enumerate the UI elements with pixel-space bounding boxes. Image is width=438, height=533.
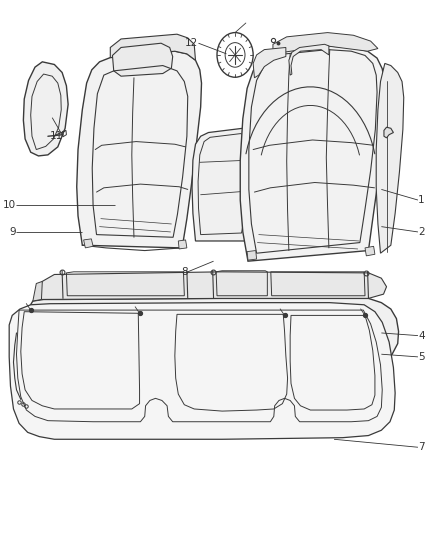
Polygon shape bbox=[113, 43, 173, 76]
Polygon shape bbox=[253, 47, 286, 78]
Text: 9: 9 bbox=[9, 227, 16, 237]
Polygon shape bbox=[192, 128, 258, 241]
Polygon shape bbox=[37, 272, 386, 300]
Polygon shape bbox=[24, 298, 399, 369]
Polygon shape bbox=[110, 34, 195, 60]
Polygon shape bbox=[84, 239, 93, 248]
Text: 1: 1 bbox=[418, 195, 424, 205]
Polygon shape bbox=[9, 303, 395, 439]
Text: 2: 2 bbox=[418, 227, 424, 237]
Text: 11: 11 bbox=[50, 131, 63, 141]
Polygon shape bbox=[376, 63, 404, 253]
Polygon shape bbox=[178, 240, 187, 249]
Polygon shape bbox=[77, 51, 201, 248]
Text: 8: 8 bbox=[181, 267, 188, 277]
Text: 7: 7 bbox=[418, 442, 424, 452]
Polygon shape bbox=[247, 251, 257, 260]
Text: 5: 5 bbox=[418, 352, 424, 362]
Polygon shape bbox=[384, 127, 393, 138]
Text: 12: 12 bbox=[185, 38, 198, 48]
Polygon shape bbox=[365, 246, 375, 256]
Polygon shape bbox=[240, 46, 385, 261]
Text: 4: 4 bbox=[418, 330, 424, 341]
Polygon shape bbox=[273, 33, 378, 54]
Text: 10: 10 bbox=[3, 200, 16, 211]
Polygon shape bbox=[23, 62, 68, 156]
Polygon shape bbox=[289, 44, 329, 75]
Polygon shape bbox=[33, 281, 42, 301]
